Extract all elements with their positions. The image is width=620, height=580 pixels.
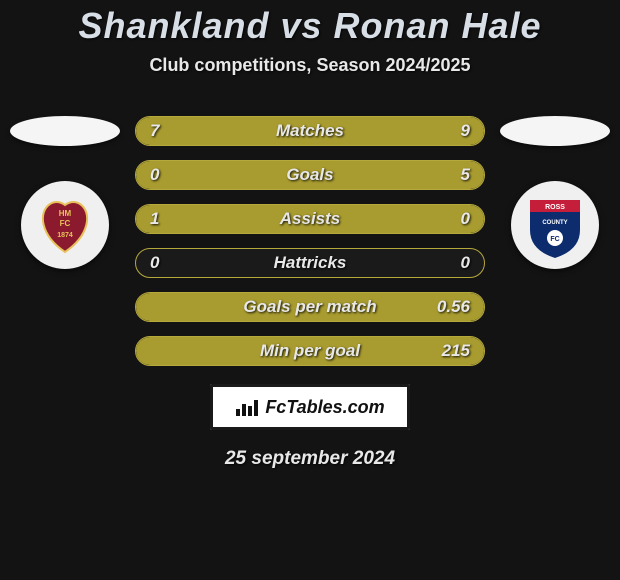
left-side: HM FC 1874	[5, 116, 125, 269]
stat-value-left: 1	[150, 209, 159, 229]
date-text: 25 september 2024	[225, 448, 395, 470]
svg-text:FC: FC	[60, 219, 71, 228]
chart-icon	[235, 397, 259, 417]
stat-label: Min per goal	[260, 341, 360, 361]
team-crest-right: ROSS COUNTY FC	[511, 181, 599, 269]
ross-county-crest-icon: ROSS COUNTY FC	[520, 190, 590, 260]
svg-text:FC: FC	[550, 236, 559, 243]
stat-value-right: 0	[461, 209, 470, 229]
stat-value-left: 7	[150, 121, 159, 141]
brand-badge[interactable]: FcTables.com	[210, 384, 410, 430]
stat-bar: 0 5 Goals	[135, 160, 485, 190]
hearts-crest-icon: HM FC 1874	[30, 190, 100, 260]
stat-label: Hattricks	[274, 253, 347, 273]
brand-text: FcTables.com	[265, 397, 384, 418]
stat-bar: 7 9 Matches	[135, 116, 485, 146]
stat-bar: 1 0 Assists	[135, 204, 485, 234]
stat-bar: 215 Min per goal	[135, 336, 485, 366]
svg-text:COUNTY: COUNTY	[542, 220, 567, 226]
subtitle: Club competitions, Season 2024/2025	[149, 55, 470, 76]
main-row: HM FC 1874 7 9 Matches 0 5 Goals 1 0 Assists 0 0 Ha…	[0, 116, 620, 366]
svg-text:ROSS: ROSS	[545, 204, 565, 211]
stat-label: Assists	[280, 209, 340, 229]
stat-value-right: 5	[461, 165, 470, 185]
player-silhouette-left	[10, 116, 120, 146]
stat-label: Goals per match	[243, 297, 376, 317]
svg-text:HM: HM	[59, 209, 72, 218]
stat-value-right: 0	[461, 253, 470, 273]
svg-text:1874: 1874	[57, 232, 73, 239]
stat-bar: 0.56 Goals per match	[135, 292, 485, 322]
stat-value-left: 0	[150, 253, 159, 273]
page-title: Shankland vs Ronan Hale	[78, 5, 541, 47]
stat-value-right: 9	[461, 121, 470, 141]
stats-column: 7 9 Matches 0 5 Goals 1 0 Assists 0 0 Hattricks 0.56…	[135, 116, 485, 366]
team-crest-left: HM FC 1874	[21, 181, 109, 269]
player-silhouette-right	[500, 116, 610, 146]
comparison-widget: Shankland vs Ronan Hale Club competition…	[0, 0, 620, 470]
stat-value-right: 215	[442, 341, 470, 361]
stat-value-left: 0	[150, 165, 159, 185]
stat-label: Matches	[276, 121, 344, 141]
stat-value-right: 0.56	[437, 297, 470, 317]
stat-label: Goals	[286, 165, 333, 185]
right-side: ROSS COUNTY FC	[495, 116, 615, 269]
stat-bar: 0 0 Hattricks	[135, 248, 485, 278]
